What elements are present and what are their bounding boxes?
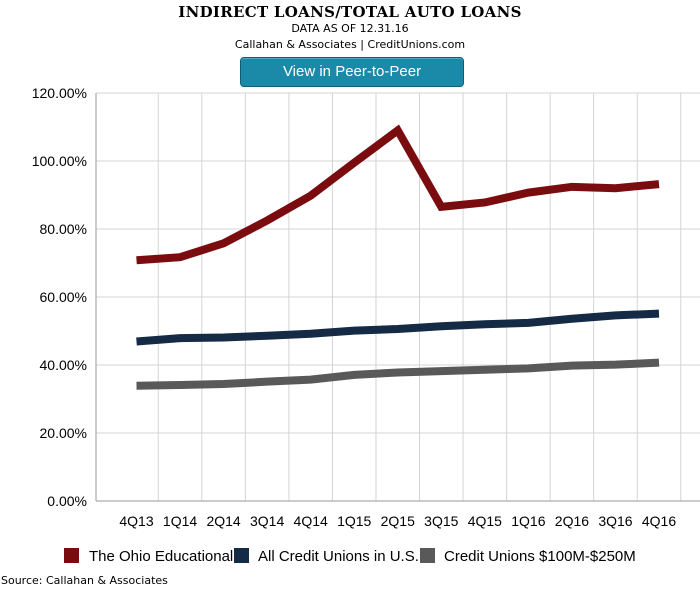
series-line-1 — [136, 124, 660, 265]
legend-label-2: All Credit Unions in U.S. — [258, 548, 419, 565]
x-tick-label: 2Q16 — [555, 513, 589, 529]
y-tick-label: 120.00% — [32, 85, 87, 101]
x-tick-label: 1Q15 — [337, 513, 371, 529]
y-tick-label: 0.00% — [47, 493, 87, 509]
credit-line: Callahan & Associates | CreditUnions.com — [234, 38, 466, 51]
x-tick-label: 1Q14 — [163, 513, 197, 529]
x-tick-label: 4Q13 — [119, 513, 153, 529]
y-tick-label: 20.00% — [40, 425, 87, 441]
series-line-3 — [136, 358, 660, 390]
series-line-2 — [136, 309, 660, 346]
y-tick-label: 60.00% — [40, 289, 87, 305]
x-tick-label: 3Q15 — [424, 513, 458, 529]
legend-swatch-3 — [420, 548, 435, 563]
x-tick-label: 4Q15 — [468, 513, 502, 529]
legend-swatch-1 — [64, 548, 79, 563]
data-date: DATA AS OF 12.31.16 — [291, 22, 409, 35]
y-tick-label: 40.00% — [40, 357, 87, 373]
x-tick-label: 3Q14 — [250, 513, 284, 529]
x-tick-label: 4Q16 — [642, 513, 676, 529]
legend-swatch-2 — [234, 548, 249, 563]
legend-label-1: The Ohio Educational — [89, 548, 233, 565]
x-tick-label: 2Q15 — [381, 513, 415, 529]
x-tick-label: 1Q16 — [511, 513, 545, 529]
x-tick-label: 3Q16 — [598, 513, 632, 529]
y-tick-label: 100.00% — [32, 153, 87, 169]
legend-label-3: Credit Unions $100M-$250M — [444, 548, 636, 565]
x-tick-label: 4Q14 — [294, 513, 328, 529]
source-note: Source: Callahan & Associates — [1, 574, 168, 587]
view-peer-to-peer-button[interactable]: View in Peer-to-Peer — [240, 57, 464, 87]
x-tick-label: 2Q14 — [206, 513, 240, 529]
chart-title: INDIRECT LOANS/TOTAL AUTO LOANS — [178, 3, 522, 21]
y-tick-label: 80.00% — [40, 221, 87, 237]
